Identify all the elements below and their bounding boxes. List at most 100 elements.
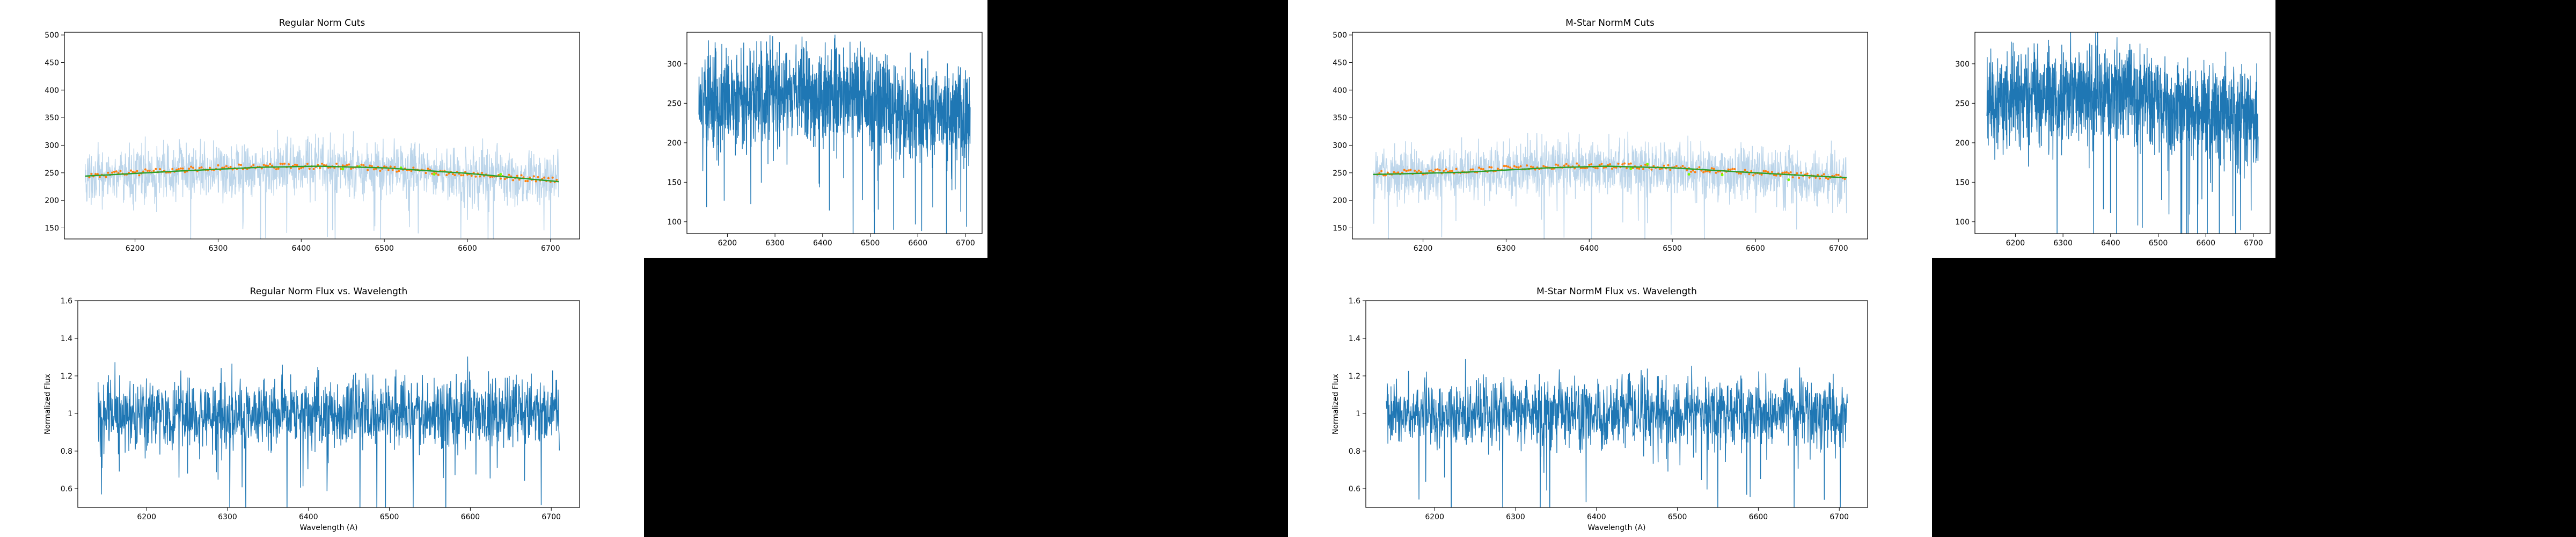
cut-point xyxy=(1393,171,1395,173)
chart-regular-cuts: Regular Norm Cuts 6200 6300 6400 6500 6600 670… xyxy=(45,18,580,253)
y-tick-label: 200 xyxy=(45,197,59,205)
x-tick-label: 6700 xyxy=(2244,239,2263,248)
cut-point xyxy=(277,168,280,170)
cut-point xyxy=(94,173,97,176)
cut-point xyxy=(1675,165,1678,168)
cut-point xyxy=(1750,170,1753,172)
cut-point xyxy=(88,176,91,179)
chart-raw-flux-2: 6200 6300 6400 6500 6600 6700 100 150 200 250 300 xyxy=(1955,32,2271,248)
y-tick-label: 0.8 xyxy=(1349,447,1360,456)
rejected-point xyxy=(341,168,345,171)
x-tick-label: 6400 xyxy=(1587,513,1606,521)
cut-point xyxy=(1658,168,1661,170)
fit-line xyxy=(85,165,559,183)
cut-point xyxy=(288,163,290,165)
cut-point xyxy=(1625,167,1628,170)
cut-point xyxy=(184,171,186,173)
cut-point xyxy=(1542,165,1545,168)
cut-point xyxy=(321,162,323,165)
y-tick-label: 150 xyxy=(667,178,682,187)
cut-point xyxy=(1760,173,1763,176)
cut-point xyxy=(113,171,115,173)
x-tick-label: 6200 xyxy=(1425,513,1444,521)
cut-point xyxy=(1507,165,1510,168)
y-tick-label: 350 xyxy=(45,114,59,122)
spectrum-line xyxy=(1986,32,2259,234)
cut-point xyxy=(547,177,550,179)
cut-point xyxy=(453,174,456,177)
cut-point xyxy=(1652,165,1655,168)
cut-point xyxy=(372,168,375,171)
cut-point xyxy=(1818,177,1821,180)
cut-point xyxy=(146,170,149,172)
cut-point xyxy=(148,170,151,172)
cut-point xyxy=(1623,162,1626,165)
cut-point xyxy=(107,171,109,174)
cut-point xyxy=(1710,167,1713,170)
cut-point xyxy=(524,180,527,183)
cut-point xyxy=(448,172,450,175)
cut-point xyxy=(1663,164,1665,167)
cut-point xyxy=(470,175,473,177)
spectrum-line xyxy=(98,356,560,507)
cut-point xyxy=(198,167,201,170)
cut-point xyxy=(1789,171,1792,174)
cut-point xyxy=(1767,171,1769,173)
cut-point xyxy=(281,163,284,165)
cut-point xyxy=(190,165,193,168)
cut-point xyxy=(1519,165,1522,168)
cut-point xyxy=(1642,168,1644,170)
y-tick-label: 150 xyxy=(1333,224,1347,233)
cut-point xyxy=(1770,171,1773,173)
cut-point xyxy=(445,173,448,176)
figure-regular-normalized: Regular Norm Flux vs. Wavelength 6200 6300… xyxy=(0,258,644,537)
cut-point xyxy=(412,166,415,169)
cut-point xyxy=(398,170,400,172)
cut-point xyxy=(1607,164,1609,166)
x-tick-label: 6200 xyxy=(126,244,145,253)
cut-point xyxy=(1689,170,1692,173)
cut-point xyxy=(238,163,240,166)
cut-point xyxy=(265,164,267,167)
x-tick-label: 6600 xyxy=(461,513,480,521)
cut-point xyxy=(387,169,390,171)
cut-point xyxy=(1576,162,1578,165)
y-tick-label: 500 xyxy=(45,31,59,40)
cut-point xyxy=(1611,168,1613,170)
rejected-point xyxy=(1787,178,1790,182)
y-axis-label: Normalized Flux xyxy=(1331,374,1340,434)
y-tick-label: 300 xyxy=(667,60,682,69)
cut-point xyxy=(479,175,481,178)
cut-point xyxy=(1436,168,1439,171)
y-tick-label: 1 xyxy=(1356,410,1360,418)
cut-point xyxy=(294,163,296,166)
x-tick-label: 6600 xyxy=(2196,239,2215,248)
x-tick-label: 6300 xyxy=(1497,244,1516,253)
x-tick-label: 6400 xyxy=(1579,244,1599,253)
cut-point xyxy=(296,164,298,166)
cut-point xyxy=(1513,165,1516,168)
figure-mstar-cuts: M-Star NormM Cuts 6200 6300 6400 6500 6600 670… xyxy=(1288,0,1932,258)
cut-point xyxy=(1692,169,1694,172)
chart-raw-flux-1: 6200 6300 6400 6500 6600 6700 100 150 200 250 300 xyxy=(667,32,983,248)
cut-point xyxy=(1529,165,1532,168)
y-tick-label: 300 xyxy=(1333,141,1347,150)
cut-point xyxy=(535,180,537,183)
cut-point xyxy=(1482,168,1484,170)
cut-point xyxy=(1600,163,1603,165)
cut-point xyxy=(1430,169,1433,172)
cut-point xyxy=(1806,172,1809,175)
cut-point xyxy=(1708,170,1711,173)
x-tick-label: 6600 xyxy=(908,239,927,248)
cut-point xyxy=(529,176,531,179)
cut-point xyxy=(431,172,434,175)
cut-point xyxy=(1698,166,1701,169)
cut-point xyxy=(1515,166,1518,169)
cut-point xyxy=(1729,168,1732,171)
plot-area xyxy=(98,356,560,507)
cut-point xyxy=(115,170,118,173)
plot-area xyxy=(1386,359,1848,507)
cut-point xyxy=(1419,171,1422,173)
x-axis-label: Wavelength (A) xyxy=(1587,524,1645,532)
cut-point xyxy=(1565,163,1568,165)
